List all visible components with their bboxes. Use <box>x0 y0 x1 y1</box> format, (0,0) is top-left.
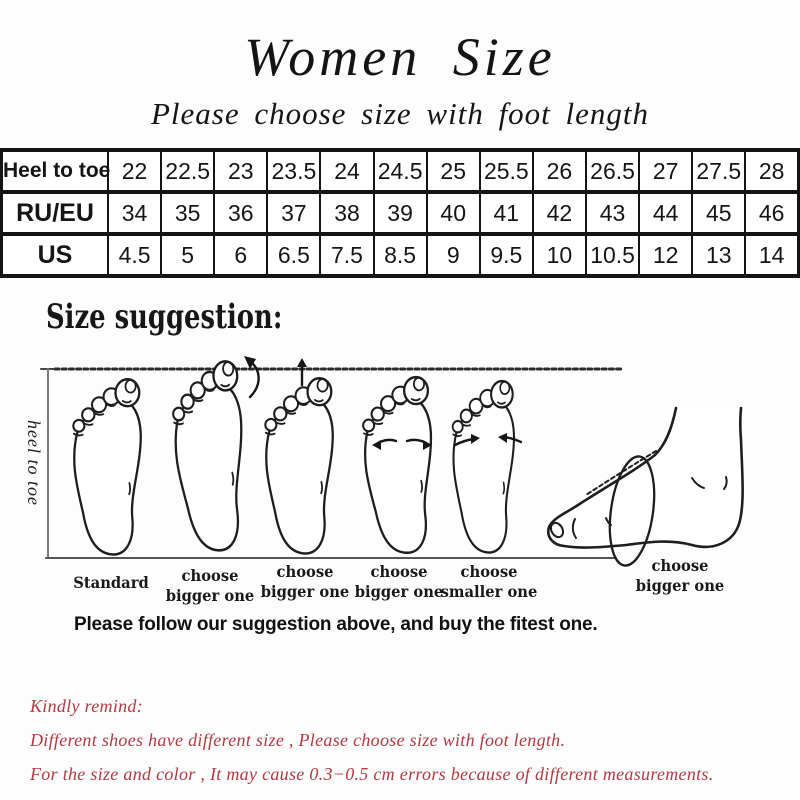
size-cell: 23.5 <box>266 148 322 194</box>
size-cell: 13 <box>691 232 747 278</box>
size-cell: 14 <box>744 232 800 278</box>
row-label-cell: US <box>0 232 109 278</box>
size-cell: 40 <box>425 190 481 236</box>
table-row: Heel to toe 22 22.5 23 23.5 24 24.5 25 25.5 26 26… <box>0 148 800 194</box>
size-cell: 39 <box>372 190 428 236</box>
size-cell: 25.5 <box>478 148 534 194</box>
foot-topview-long-second-toe <box>261 376 335 556</box>
foot-topview-long-big-toe <box>170 359 247 554</box>
size-cell: 24.5 <box>372 148 428 194</box>
size-cell: 41 <box>478 190 534 236</box>
size-cell: 44 <box>638 190 694 236</box>
foot-label-smaller: choose smaller one <box>440 562 538 601</box>
table-row: RU/EU 34 35 36 37 38 39 40 41 42 43 44 45 46 <box>0 190 800 236</box>
foot-topview-standard <box>69 377 143 557</box>
size-cell: 27 <box>638 148 694 194</box>
foot-topview-wide <box>361 375 435 555</box>
page-title: Women Size <box>244 27 556 87</box>
size-cell: 38 <box>319 190 375 236</box>
size-cell: 34 <box>106 190 163 236</box>
remind-line-2: For the size and color , It may cause 0.… <box>30 764 714 784</box>
size-cell: 5 <box>160 232 216 278</box>
size-cell: 36 <box>213 190 269 236</box>
heel-to-toe-label: heel to toe <box>24 420 44 506</box>
page-subtitle: Please choose size with foot length <box>150 96 650 131</box>
row-label-cell: Heel to toe <box>0 148 110 194</box>
size-cell: 35 <box>160 190 216 236</box>
kindly-remind-heading: Kindly remind: <box>30 696 144 716</box>
size-cell: 28 <box>744 148 800 194</box>
size-cell: 26.5 <box>584 148 641 194</box>
row-label-cell: RU/EU <box>0 190 109 236</box>
size-cell: 6.5 <box>266 232 322 278</box>
foot-sideview-high-instep <box>547 406 744 567</box>
size-cell: 27.5 <box>691 148 747 194</box>
suggestion-footnote: Please follow our suggestion above, and … <box>74 614 598 635</box>
size-cell: 25 <box>425 148 481 194</box>
size-cell: 7.5 <box>319 232 375 278</box>
remind-line-1: Different shoes have different size , Pl… <box>30 730 566 750</box>
size-cell: 10 <box>531 232 587 278</box>
size-cell: 8.5 <box>372 232 428 278</box>
size-table: Heel to toe 22 22.5 23 23.5 24 24.5 25 25.5 26 26… <box>0 148 800 278</box>
foot-topview-narrow <box>449 379 517 555</box>
foot-label-standard: Standard <box>73 573 149 592</box>
fit-arrows <box>244 356 523 450</box>
size-cell: 45 <box>691 190 747 236</box>
size-cell: 42 <box>531 190 587 236</box>
size-cell: 22 <box>106 148 163 194</box>
size-suggestion-heading: Size suggestion: <box>46 297 283 337</box>
girth-ellipse <box>608 455 656 567</box>
table-row: US 4.5 5 6 6.5 7.5 8.5 9 9.5 10 10.5 12 13 14 <box>0 232 800 278</box>
size-cell: 22.5 <box>160 148 216 194</box>
size-cell: 10.5 <box>584 232 641 278</box>
foot-label-bigger-3: choose bigger one <box>354 562 444 601</box>
foot-label-bigger-2: choose bigger one <box>260 562 350 601</box>
size-cell: 43 <box>584 190 641 236</box>
size-cell: 24 <box>319 148 375 194</box>
size-cell: 6 <box>213 232 269 278</box>
size-cell: 9.5 <box>478 232 534 278</box>
size-cell: 12 <box>638 232 694 278</box>
foot-label-bigger-side: choose bigger one <box>635 556 725 595</box>
size-cell: 37 <box>266 190 322 236</box>
size-cell: 23 <box>213 148 269 194</box>
size-cell: 26 <box>531 148 587 194</box>
size-suggestion-diagram: heel to toe <box>24 356 744 567</box>
foot-label-bigger-1: choose bigger one <box>165 566 255 605</box>
size-cell: 46 <box>744 190 800 236</box>
size-cell: 9 <box>425 232 481 278</box>
size-cell: 4.5 <box>106 232 163 278</box>
